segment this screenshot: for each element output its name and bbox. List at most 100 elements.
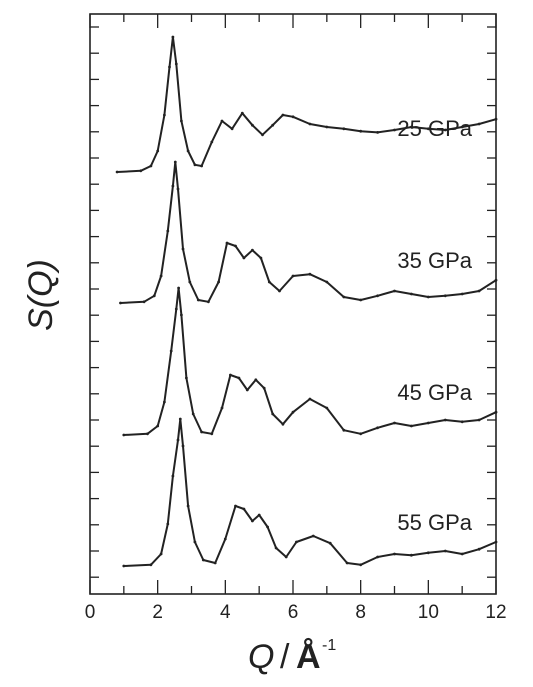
- x-tick-label: 12: [485, 602, 506, 623]
- series-point-2: [278, 289, 281, 293]
- series-point-4: [359, 563, 363, 567]
- series-point-1: [342, 127, 346, 131]
- x-axis-title-sep: /: [280, 638, 290, 676]
- series-point-1: [163, 113, 166, 117]
- series-point-4: [223, 537, 227, 541]
- series-point-4: [311, 534, 315, 538]
- series-point-3: [494, 410, 498, 414]
- series-point-2: [181, 247, 185, 251]
- series-point-4: [328, 541, 332, 545]
- series-point-4: [122, 564, 126, 568]
- x-tick-label: 10: [418, 602, 439, 623]
- series-point-4: [149, 563, 153, 567]
- series-point-3: [156, 424, 160, 428]
- series-point-2: [460, 292, 464, 296]
- series-point-1: [115, 170, 119, 174]
- series-point-2: [251, 248, 254, 252]
- series-point-2: [166, 229, 170, 233]
- series-point-3: [281, 422, 285, 426]
- x-tick-label: 4: [220, 602, 231, 623]
- y-axis-title: S(Q): [22, 259, 60, 331]
- series-point-1: [281, 113, 285, 117]
- series-point-4: [345, 561, 349, 565]
- series-point-1: [139, 169, 143, 173]
- series-point-1: [271, 123, 275, 127]
- series-point-1: [477, 122, 481, 126]
- series-point-4: [460, 552, 464, 556]
- series-line-4: [123, 418, 497, 567]
- x-tick-label: 2: [152, 602, 163, 623]
- series-point-1: [220, 119, 224, 123]
- series-group: [115, 35, 498, 568]
- series-point-3: [291, 410, 295, 414]
- series-point-2: [494, 278, 498, 282]
- series-point-4: [494, 540, 498, 544]
- series-point-2: [176, 187, 180, 191]
- series-point-1: [186, 149, 190, 153]
- series-point-2: [393, 289, 396, 293]
- x-tick-label: 8: [355, 602, 366, 623]
- series-line-1: [117, 36, 497, 173]
- series-point-1: [156, 149, 160, 153]
- series-point-3: [146, 432, 149, 436]
- series-point-2: [267, 280, 271, 284]
- series-point-1: [494, 117, 498, 121]
- series-point-3: [122, 433, 126, 437]
- series-point-2: [410, 292, 413, 296]
- series-point-2: [225, 241, 229, 245]
- series-point-3: [426, 421, 430, 425]
- series-point-3: [210, 432, 214, 436]
- series-point-2: [171, 184, 175, 188]
- series-point-2: [477, 289, 481, 293]
- series-point-3: [245, 388, 249, 392]
- series-point-4: [178, 417, 182, 421]
- series-point-3: [180, 313, 183, 317]
- series-point-4: [477, 547, 481, 551]
- series-point-1: [251, 123, 254, 127]
- series-point-4: [166, 522, 170, 526]
- series-point-3: [376, 426, 379, 430]
- series-point-4: [193, 540, 197, 544]
- series-point-2: [291, 274, 295, 278]
- series-label-2: 35 GPa: [397, 248, 472, 273]
- series-point-1: [359, 129, 363, 133]
- series-point-2: [173, 160, 177, 164]
- x-axis-title: Q / Å -1: [248, 637, 336, 676]
- series-point-4: [426, 551, 430, 555]
- series-point-1: [180, 119, 183, 123]
- series-point-3: [443, 418, 447, 422]
- series-point-1: [376, 131, 379, 134]
- series-point-3: [200, 430, 204, 434]
- series-point-1: [149, 164, 153, 168]
- series-point-3: [177, 286, 181, 290]
- series-point-2: [207, 300, 210, 304]
- series-point-2: [217, 280, 221, 284]
- series-point-3: [220, 406, 224, 410]
- series-label-3: 45 GPa: [397, 380, 472, 405]
- series-point-2: [443, 294, 447, 298]
- series-point-3: [254, 378, 258, 382]
- series-point-4: [234, 504, 237, 508]
- series-point-3: [477, 418, 481, 422]
- series-point-4: [393, 552, 396, 556]
- series-point-3: [191, 412, 195, 416]
- series-point-1: [443, 128, 447, 132]
- plot-frame: [89, 13, 497, 595]
- series-point-3: [460, 420, 464, 424]
- series-point-2: [359, 298, 363, 302]
- series-point-4: [186, 504, 190, 508]
- series-point-1: [291, 115, 295, 119]
- series-point-3: [325, 406, 329, 410]
- series-point-2: [152, 294, 156, 298]
- series-point-2: [259, 256, 263, 260]
- series-point-2: [376, 294, 379, 298]
- series-line-2: [120, 161, 497, 304]
- series-point-1: [193, 163, 197, 167]
- series-point-3: [229, 373, 232, 377]
- x-axis-title-exponent: -1: [322, 637, 336, 654]
- series-point-3: [308, 397, 312, 401]
- series-point-4: [257, 513, 261, 517]
- series-label-1: 25 GPa: [397, 116, 472, 141]
- series-point-1: [325, 125, 329, 129]
- series-point-2: [242, 256, 246, 260]
